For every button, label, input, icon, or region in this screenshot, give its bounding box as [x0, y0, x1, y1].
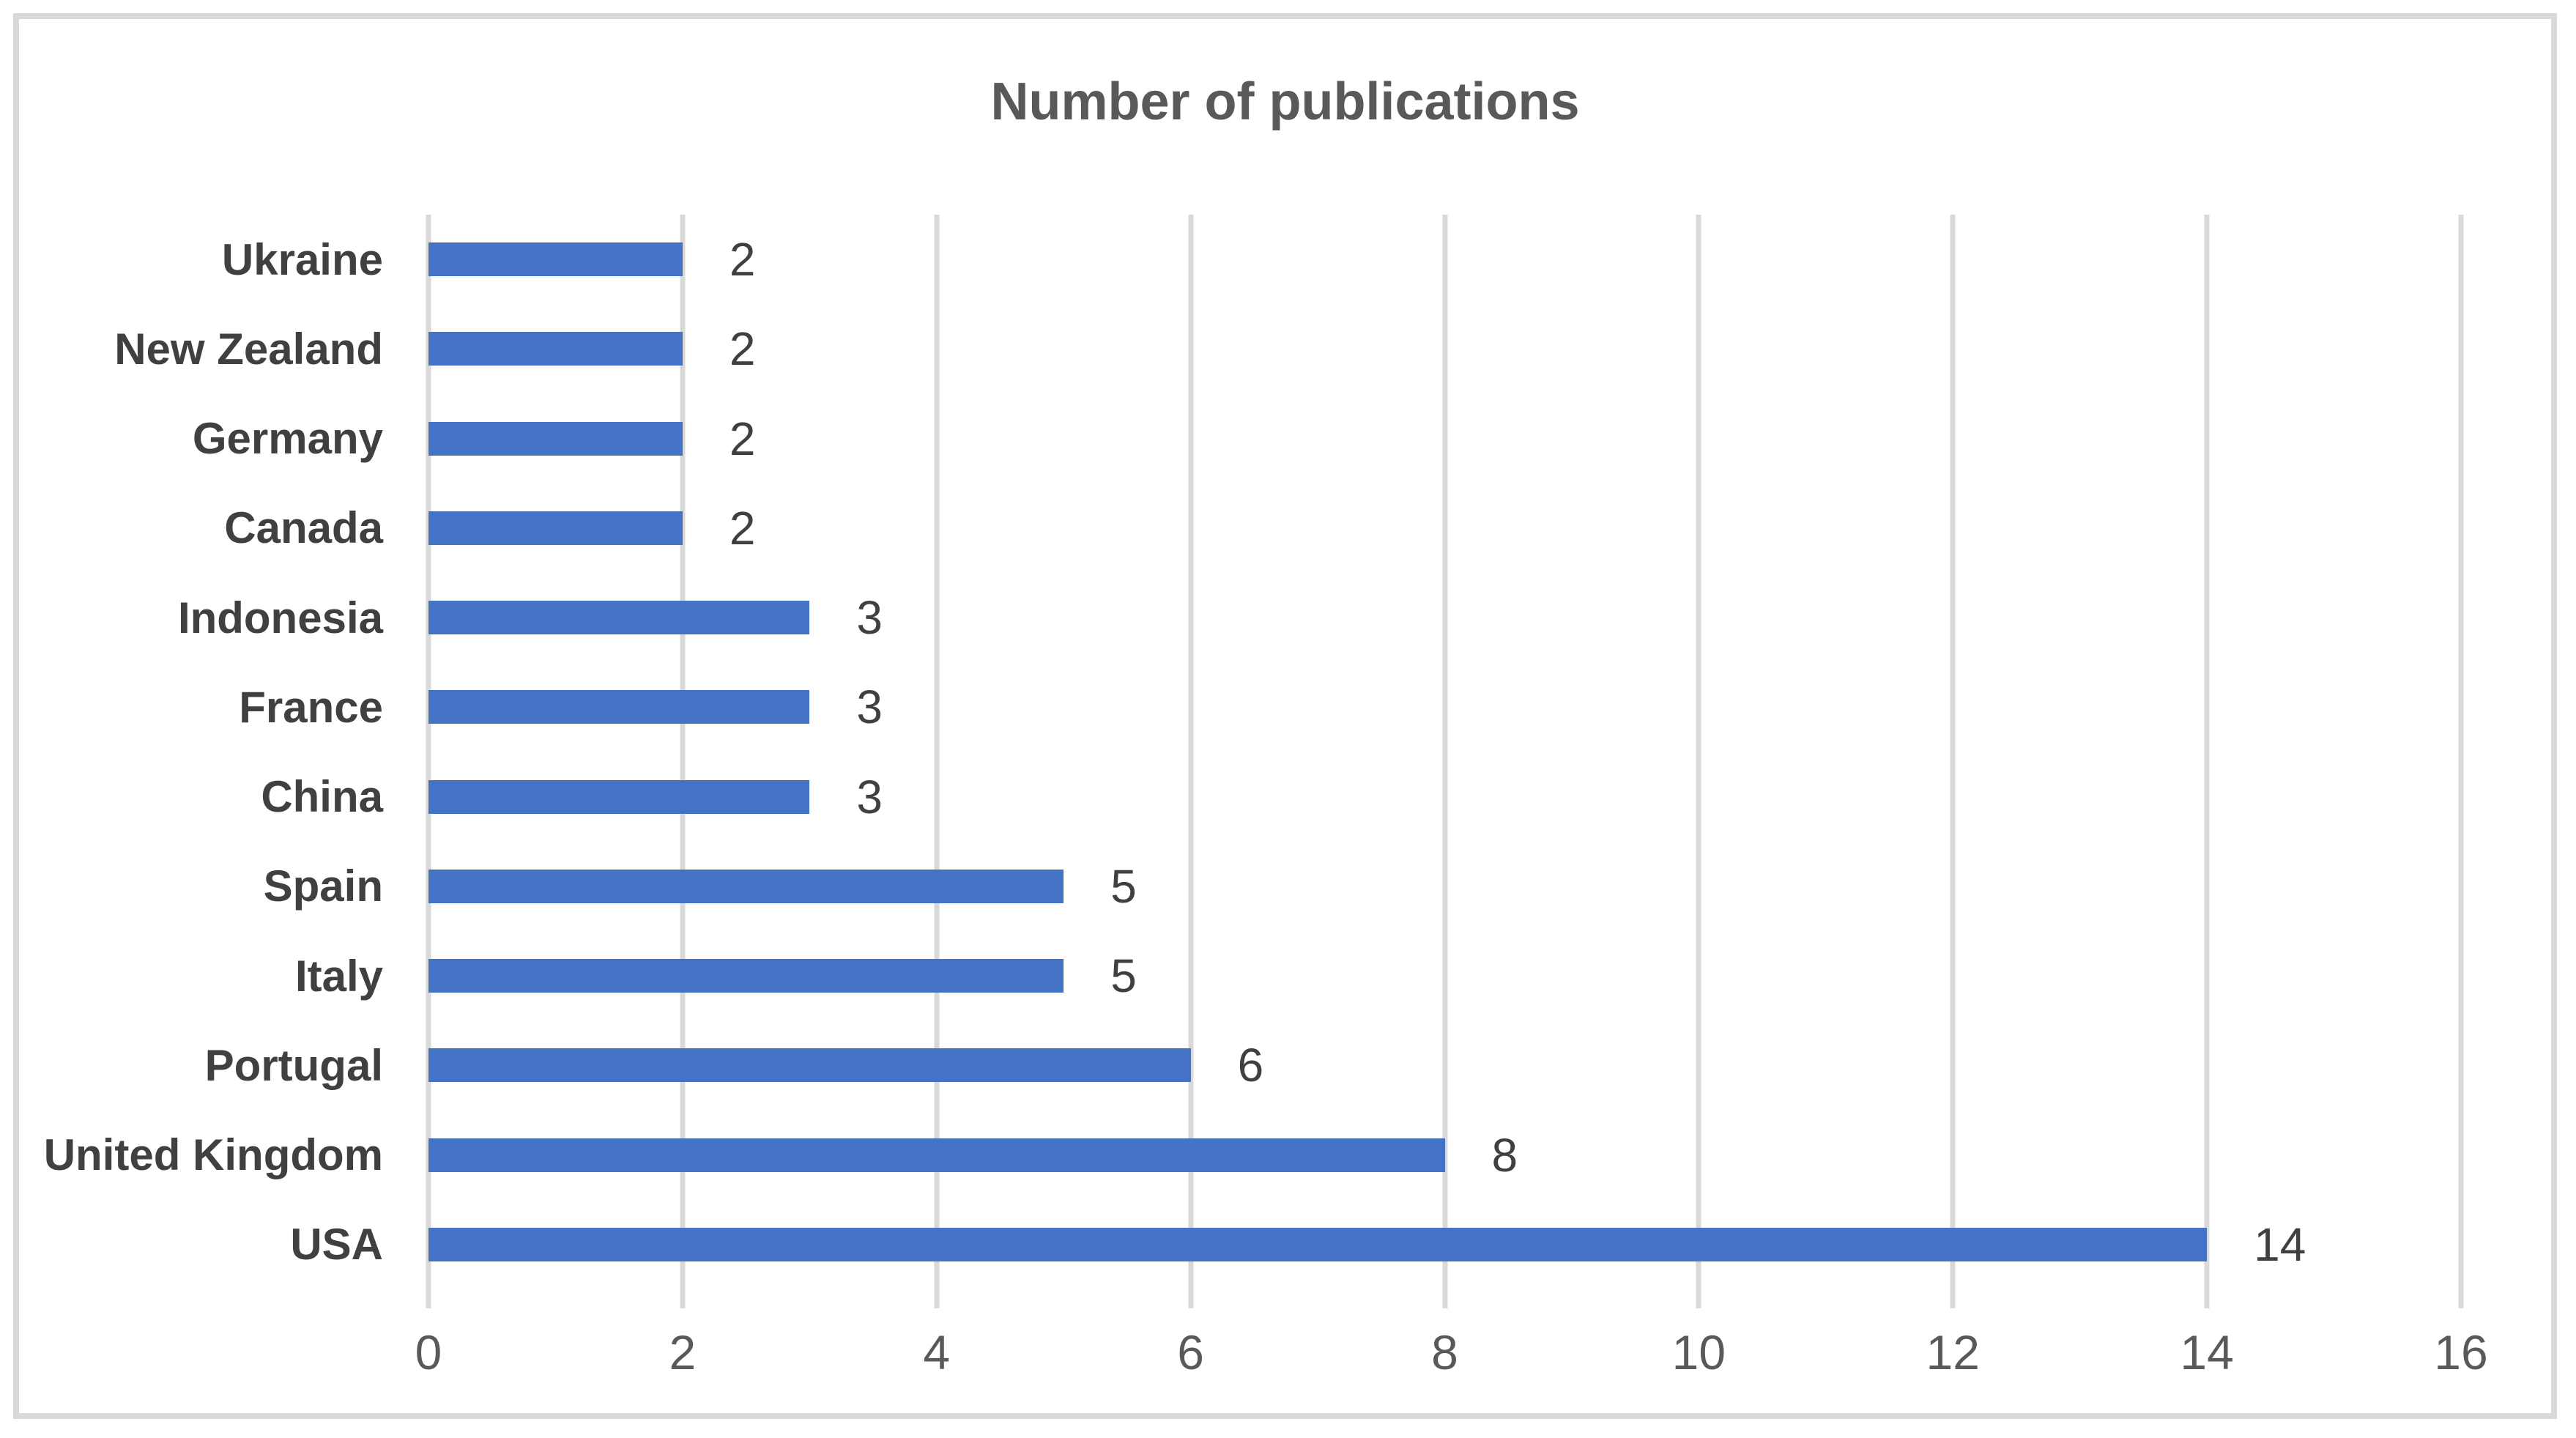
- bar-value-label: 6: [1237, 1039, 1264, 1092]
- category-label: Canada: [224, 503, 383, 553]
- bar-value-label: 8: [1491, 1128, 1518, 1182]
- bar-value-label: 5: [1110, 859, 1137, 913]
- x-tick-label: 4: [923, 1325, 951, 1379]
- bar-value-label: 3: [856, 770, 883, 823]
- category-label: China: [261, 772, 383, 822]
- tick-mark: [680, 1289, 686, 1308]
- x-tick-label: 14: [2180, 1325, 2234, 1379]
- bar: [428, 242, 683, 277]
- bar: [428, 959, 1064, 993]
- category-label: Portugal: [204, 1040, 383, 1090]
- plot-area: 2 2 2 2 3 3 3 5 5 6 8 14: [426, 215, 2464, 1289]
- bar-row: 5: [428, 842, 2461, 931]
- bar-row: 8: [428, 1111, 2461, 1200]
- gridline: [1950, 215, 1956, 1289]
- gridline: [426, 215, 431, 1289]
- bar-value-label: 2: [729, 412, 756, 465]
- category-axis-labels: Ukraine New Zealand Germany Canada Indonesia…: [19, 215, 383, 1289]
- tick-mark: [1442, 1289, 1447, 1308]
- bar-row: 2: [428, 215, 2461, 304]
- x-tick-label: 16: [2434, 1325, 2488, 1379]
- tick-mark: [2204, 1289, 2210, 1308]
- bar: [428, 601, 810, 635]
- tick-mark: [426, 1289, 431, 1308]
- bar-value-label: 2: [729, 501, 756, 555]
- gridlines: [426, 215, 2464, 1289]
- chart-title: Number of publications: [990, 73, 1580, 131]
- x-tick-label: 6: [1177, 1325, 1204, 1379]
- category-label: Ukraine: [221, 234, 383, 284]
- category-label: Indonesia: [177, 593, 383, 642]
- bar: [428, 779, 810, 814]
- tick-mark: [1950, 1289, 1956, 1308]
- x-tick-label: 12: [1926, 1325, 1980, 1379]
- bar-row: 6: [428, 1020, 2461, 1110]
- gridline: [1696, 215, 1701, 1289]
- x-tick-label: 8: [1431, 1325, 1458, 1379]
- chart-area: Number of publications Ukraine New Zealan…: [19, 19, 2551, 1413]
- gridline: [934, 215, 940, 1289]
- category-label: United Kingdom: [43, 1130, 383, 1180]
- gridline: [1442, 215, 1447, 1289]
- bar-row: 2: [428, 483, 2461, 573]
- bar-row: 5: [428, 931, 2461, 1020]
- bar-row: 2: [428, 394, 2461, 483]
- bar-value-label: 14: [2254, 1218, 2306, 1271]
- tick-mark: [1188, 1289, 1194, 1308]
- bar: [428, 511, 683, 545]
- x-tick-label: 2: [669, 1325, 697, 1379]
- bar: [428, 1227, 2208, 1261]
- gridline: [680, 215, 686, 1289]
- bar: [428, 1138, 1445, 1172]
- gridline: [1188, 215, 1194, 1289]
- tick-mark: [934, 1289, 940, 1308]
- category-label: Italy: [294, 951, 383, 1001]
- bar: [428, 1048, 1191, 1083]
- bar-value-label: 3: [856, 681, 883, 734]
- bar: [428, 332, 683, 366]
- bar-row: 2: [428, 304, 2461, 393]
- bar-row: 14: [428, 1200, 2461, 1289]
- category-label: Germany: [192, 414, 383, 464]
- x-axis-tick-marks: [426, 1289, 2464, 1308]
- bar-row: 3: [428, 752, 2461, 842]
- bar: [428, 869, 1064, 903]
- bar-value-label: 3: [856, 591, 883, 645]
- bar-value-label: 2: [729, 233, 756, 286]
- bar: [428, 690, 810, 724]
- bar: [428, 421, 683, 456]
- gridline: [2458, 215, 2464, 1289]
- tick-mark: [2458, 1289, 2464, 1308]
- category-label: USA: [290, 1220, 383, 1270]
- bar-series: 2 2 2 2 3 3 3 5 5 6 8 14: [428, 215, 2461, 1289]
- bar-row: 3: [428, 573, 2461, 662]
- tick-mark: [1696, 1289, 1701, 1308]
- gridline: [2204, 215, 2210, 1289]
- x-tick-label: 0: [415, 1325, 442, 1379]
- bar-value-label: 2: [729, 322, 756, 376]
- x-axis-tick-labels: 0 2 4 6 8 10 12 14 16: [415, 1324, 2488, 1390]
- chart-frame: Number of publications Ukraine New Zealan…: [13, 13, 2557, 1419]
- category-label: New Zealand: [114, 324, 383, 374]
- category-label: Spain: [263, 861, 383, 911]
- x-tick-label: 10: [1671, 1325, 1726, 1379]
- bar-row: 3: [428, 662, 2461, 752]
- category-label: France: [239, 682, 383, 732]
- bar-value-label: 5: [1110, 949, 1137, 1003]
